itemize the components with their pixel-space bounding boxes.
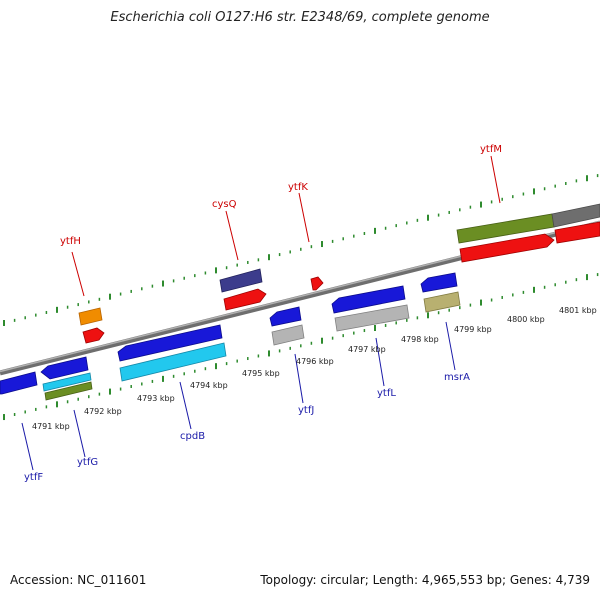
gene-ytfJ-gray[interactable] <box>271 324 305 346</box>
connector-ytfH <box>71 251 85 297</box>
gene-cpdB-cyan[interactable] <box>119 342 227 382</box>
gene-label-ytfM: ytfM <box>480 144 502 155</box>
connector-msrA <box>445 321 456 371</box>
gene-label-ytfF: ytfF <box>24 472 43 483</box>
gene-ytfG-blue[interactable] <box>40 356 89 380</box>
scale-label-4798: 4798 kbp <box>401 335 439 344</box>
gene-adjacent-red[interactable] <box>554 221 600 244</box>
scale-label-4797: 4797 kbp <box>348 345 386 354</box>
gene-ytfH-orange[interactable] <box>78 307 103 326</box>
connector-ytfF <box>21 422 34 471</box>
gene-msrA-blue[interactable] <box>420 272 458 293</box>
gene-label-ytfH: ytfH <box>60 236 81 247</box>
scale-label-4800: 4800 kbp <box>507 315 545 324</box>
gene-ytfG-olive[interactable] <box>44 381 93 401</box>
accession-text: Accession: NC_011601 <box>10 573 147 587</box>
connector-cysQ <box>225 210 239 261</box>
connector-ytfK <box>298 192 310 243</box>
gene-label-ytfK: ytfK <box>288 182 308 193</box>
gene-label-ytfL: ytfL <box>377 388 396 399</box>
forward-label-connectors <box>71 155 501 297</box>
scale-label-4799: 4799 kbp <box>454 325 492 334</box>
connector-ytfM <box>490 155 501 204</box>
gene-ytfJ-blue[interactable] <box>269 306 302 327</box>
gene-cysQ-navy[interactable] <box>219 268 263 293</box>
lower-tick-track <box>3 273 599 421</box>
gene-cysQ-red[interactable] <box>223 288 267 311</box>
map-title: Escherichia coli O127:H6 str. E2348/69, … <box>110 10 490 25</box>
scale-label-4795: 4795 kbp <box>242 369 280 378</box>
scale-label-4794: 4794 kbp <box>190 381 228 390</box>
connector-cpdB <box>179 381 192 430</box>
gene-msrA-khaki[interactable] <box>423 291 461 313</box>
connector-ytfL <box>375 337 385 387</box>
gene-label-msrA: msrA <box>444 372 470 383</box>
gene-ytfL-gray[interactable] <box>334 304 410 332</box>
reverse-label-connectors <box>21 321 456 471</box>
genome-summary-text: Topology: circular; Length: 4,965,553 bp… <box>260 573 590 587</box>
connector-ytfJ <box>294 353 304 404</box>
scale-label-4793: 4793 kbp <box>137 394 175 403</box>
gene-ytfK-red[interactable] <box>310 276 324 291</box>
scale-label-4791: 4791 kbp <box>32 422 70 431</box>
gene-cpdB-blue[interactable] <box>117 324 223 362</box>
scale-label-4792: 4792 kbp <box>84 407 122 416</box>
scale-label-4796: 4796 kbp <box>296 357 334 366</box>
gene-ytfF-blue[interactable] <box>0 371 38 395</box>
gene-label-ytfG: ytfG <box>77 457 98 468</box>
connector-ytfG <box>73 409 86 458</box>
reverse-strand-genes <box>0 272 461 401</box>
gene-ytfH-red[interactable] <box>82 327 105 344</box>
gene-ytfM-red[interactable] <box>459 233 555 263</box>
gene-ytfL-blue[interactable] <box>331 285 406 314</box>
gene-ytfG-cyan[interactable] <box>42 372 92 392</box>
gene-label-cpdB: cpdB <box>180 431 205 442</box>
upper-tick-track <box>3 174 599 327</box>
forward-strand-genes <box>78 203 600 344</box>
gene-adjacent-darkgray[interactable] <box>551 203 600 228</box>
gene-label-cysQ: cysQ <box>212 199 237 210</box>
scale-label-4801: 4801 kbp <box>559 306 597 315</box>
gene-label-ytfJ: ytfJ <box>298 405 314 416</box>
